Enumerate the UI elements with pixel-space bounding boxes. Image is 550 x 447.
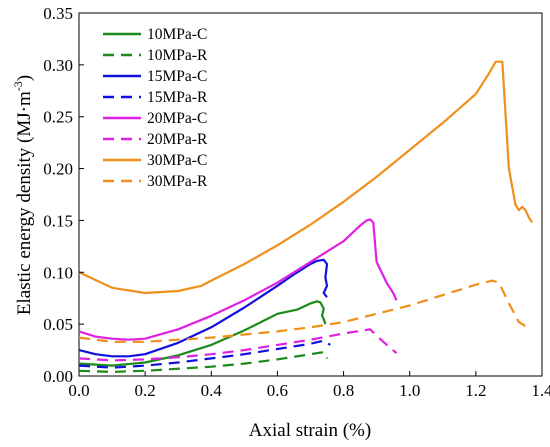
legend-label: 15MPa-C — [147, 68, 207, 85]
legend-label: 20MPa-C — [147, 110, 207, 127]
x-tick-label: 0.0 — [68, 381, 89, 400]
x-tick-label: 0.2 — [135, 381, 156, 400]
legend-label: 10MPa-C — [147, 26, 207, 43]
series-line-10MPa-R — [78, 351, 328, 373]
y-tick-label: 0.35 — [43, 4, 73, 23]
y-tick-label: 0.25 — [43, 108, 73, 127]
x-tick-label: 1.2 — [465, 381, 486, 400]
y-axis-label-superscript: -3 — [11, 81, 25, 91]
x-tick-label: 0.8 — [333, 381, 354, 400]
series-layer — [78, 60, 534, 373]
legend-label: 15MPa-R — [147, 89, 208, 106]
legend-label: 10MPa-R — [147, 47, 208, 64]
plot-area: 0.0 0.2 0.4 0.6 0.8 1.0 1.2 1.4 0.00 0.05 0.10 0.15… — [43, 4, 550, 400]
tick-layer: 0.0 0.2 0.4 0.6 0.8 1.0 1.2 1.4 0.00 0.05 0.10 0.15… — [43, 4, 550, 400]
x-tick-label: 0.6 — [267, 381, 288, 400]
x-tick-label: 0.4 — [201, 381, 223, 400]
y-tick-label: 0.00 — [43, 367, 73, 386]
series-line-30MPa-R — [78, 279, 527, 343]
y-tick-label: 0.10 — [43, 263, 73, 282]
y-axis-label-main: Elastic energy density (MJ·m — [14, 91, 35, 315]
series-line-30MPa-C — [78, 60, 534, 295]
legend-label: 30MPa-C — [147, 152, 207, 169]
y-tick-label: 0.20 — [43, 160, 73, 179]
series-line-20MPa-C — [78, 218, 398, 341]
series-line-10MPa-C — [78, 300, 327, 367]
y-axis-label: Elastic energy density (MJ·m-3) — [11, 75, 35, 315]
y-tick-label: 0.05 — [43, 315, 73, 334]
legend-label: 20MPa-R — [147, 131, 208, 148]
plot-frame — [78, 12, 543, 377]
x-tick-label: 1.4 — [531, 381, 550, 400]
y-tick-label: 0.15 — [43, 211, 73, 230]
series-line-15MPa-R — [78, 339, 331, 369]
x-tick-label: 1.0 — [399, 381, 420, 400]
x-axis-label: Axial strain (%) — [249, 420, 371, 441]
series-line-15MPa-C — [78, 258, 329, 358]
legend-label: 30MPa-R — [147, 173, 208, 190]
y-tick-label: 0.30 — [43, 56, 73, 75]
series-line-20MPa-R — [78, 328, 398, 362]
legend: 10MPa-C 10MPa-R 15MPa-C 15MPa-R 20MPa-C 20MPa… — [103, 26, 208, 190]
y-axis-label-close: ) — [14, 75, 35, 81]
